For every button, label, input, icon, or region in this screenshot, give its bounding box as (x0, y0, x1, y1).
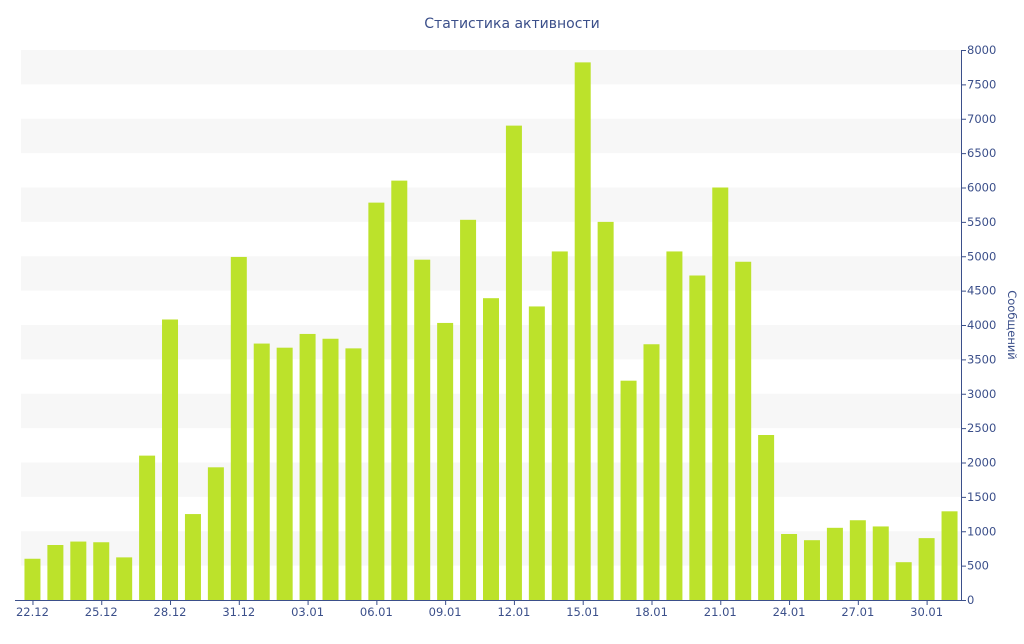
bar[interactable] (781, 534, 798, 600)
y-tick-label: 5500 (967, 215, 996, 229)
y-tick-label: 2500 (967, 421, 996, 435)
bar[interactable] (735, 261, 752, 600)
bar[interactable] (551, 251, 568, 600)
y-axis: 0 500 1000 1500 2000 2500 3000 3500 4000 4500 5000… (961, 43, 996, 607)
bar[interactable] (620, 380, 637, 600)
x-tick-label: 09.01 (429, 605, 462, 619)
y-tick-label: 0 (967, 593, 974, 607)
bar[interactable] (849, 520, 866, 600)
bar[interactable] (483, 298, 499, 600)
bar[interactable] (322, 338, 339, 600)
bar[interactable] (162, 319, 179, 601)
bar[interactable] (643, 344, 660, 600)
bar[interactable] (505, 125, 522, 600)
bar[interactable] (803, 540, 820, 600)
bar[interactable] (184, 514, 201, 600)
x-tick-label: 31.12 (222, 605, 255, 619)
bar[interactable] (528, 306, 545, 600)
bar[interactable] (391, 180, 408, 600)
bar[interactable] (345, 348, 362, 600)
x-axis: 22.12 25.12 28.12 31.12 03.01 06.01 09.01 12.01… (15, 600, 961, 619)
y-tick-label: 4000 (967, 318, 996, 332)
y-tick-label: 6500 (967, 146, 996, 160)
bar[interactable] (93, 542, 110, 600)
x-tick-label: 27.01 (841, 605, 874, 619)
bar[interactable] (918, 538, 935, 600)
y-tick-label: 3000 (967, 387, 996, 401)
bar[interactable] (414, 259, 431, 600)
bar[interactable] (941, 511, 958, 600)
bar[interactable] (826, 527, 843, 600)
y-axis-label: Сообщений (1005, 290, 1019, 360)
x-tick-label: 12.01 (497, 605, 530, 619)
y-tick-label: 7500 (967, 77, 996, 91)
bar[interactable] (299, 333, 316, 600)
y-tick-label: 1500 (967, 490, 996, 504)
bar[interactable] (230, 256, 247, 600)
bar[interactable] (207, 467, 224, 600)
grid-band (21, 50, 961, 85)
bar[interactable] (872, 526, 889, 600)
x-tick-label: 28.12 (154, 605, 187, 619)
y-tick-label: 5000 (967, 249, 996, 263)
y-tick-label: 1000 (967, 524, 996, 538)
bar[interactable] (24, 558, 41, 600)
bar[interactable] (276, 347, 293, 600)
bar[interactable] (47, 545, 64, 600)
bar[interactable] (70, 541, 87, 600)
grid-band (21, 187, 961, 222)
x-tick-label: 30.01 (910, 605, 943, 619)
y-tick-label: 6000 (967, 181, 996, 195)
bar[interactable] (758, 435, 775, 600)
x-tick-label: 03.01 (291, 605, 324, 619)
x-tick-label: 22.12 (16, 605, 49, 619)
bar[interactable] (712, 187, 729, 601)
x-tick-label: 21.01 (704, 605, 737, 619)
grid-band (21, 118, 961, 154)
bar[interactable] (574, 62, 591, 600)
bar[interactable] (460, 219, 477, 600)
bar[interactable] (666, 251, 683, 600)
chart-title: Статистика активности (424, 16, 600, 32)
y-tick-label: 500 (967, 559, 989, 573)
y-tick-label: 3500 (967, 352, 996, 366)
y-tick-label: 4500 (967, 284, 996, 298)
x-tick-label: 24.01 (773, 605, 806, 619)
bars-group (24, 62, 958, 601)
bar[interactable] (253, 343, 270, 600)
y-tick-label: 8000 (967, 43, 996, 57)
bar[interactable] (895, 562, 912, 600)
x-tick-label: 15.01 (566, 605, 599, 619)
bar[interactable] (689, 275, 706, 601)
x-tick-label: 18.01 (635, 605, 668, 619)
grid-band (21, 256, 961, 291)
x-tick-label: 25.12 (85, 605, 118, 619)
bar[interactable] (116, 557, 133, 600)
bar[interactable] (437, 322, 454, 600)
bar[interactable] (139, 455, 156, 600)
x-tick-label: 06.01 (360, 605, 393, 619)
bar[interactable] (368, 202, 385, 600)
bar[interactable] (597, 221, 614, 600)
y-tick-label: 7000 (967, 112, 996, 126)
y-tick-label: 2000 (967, 456, 996, 470)
